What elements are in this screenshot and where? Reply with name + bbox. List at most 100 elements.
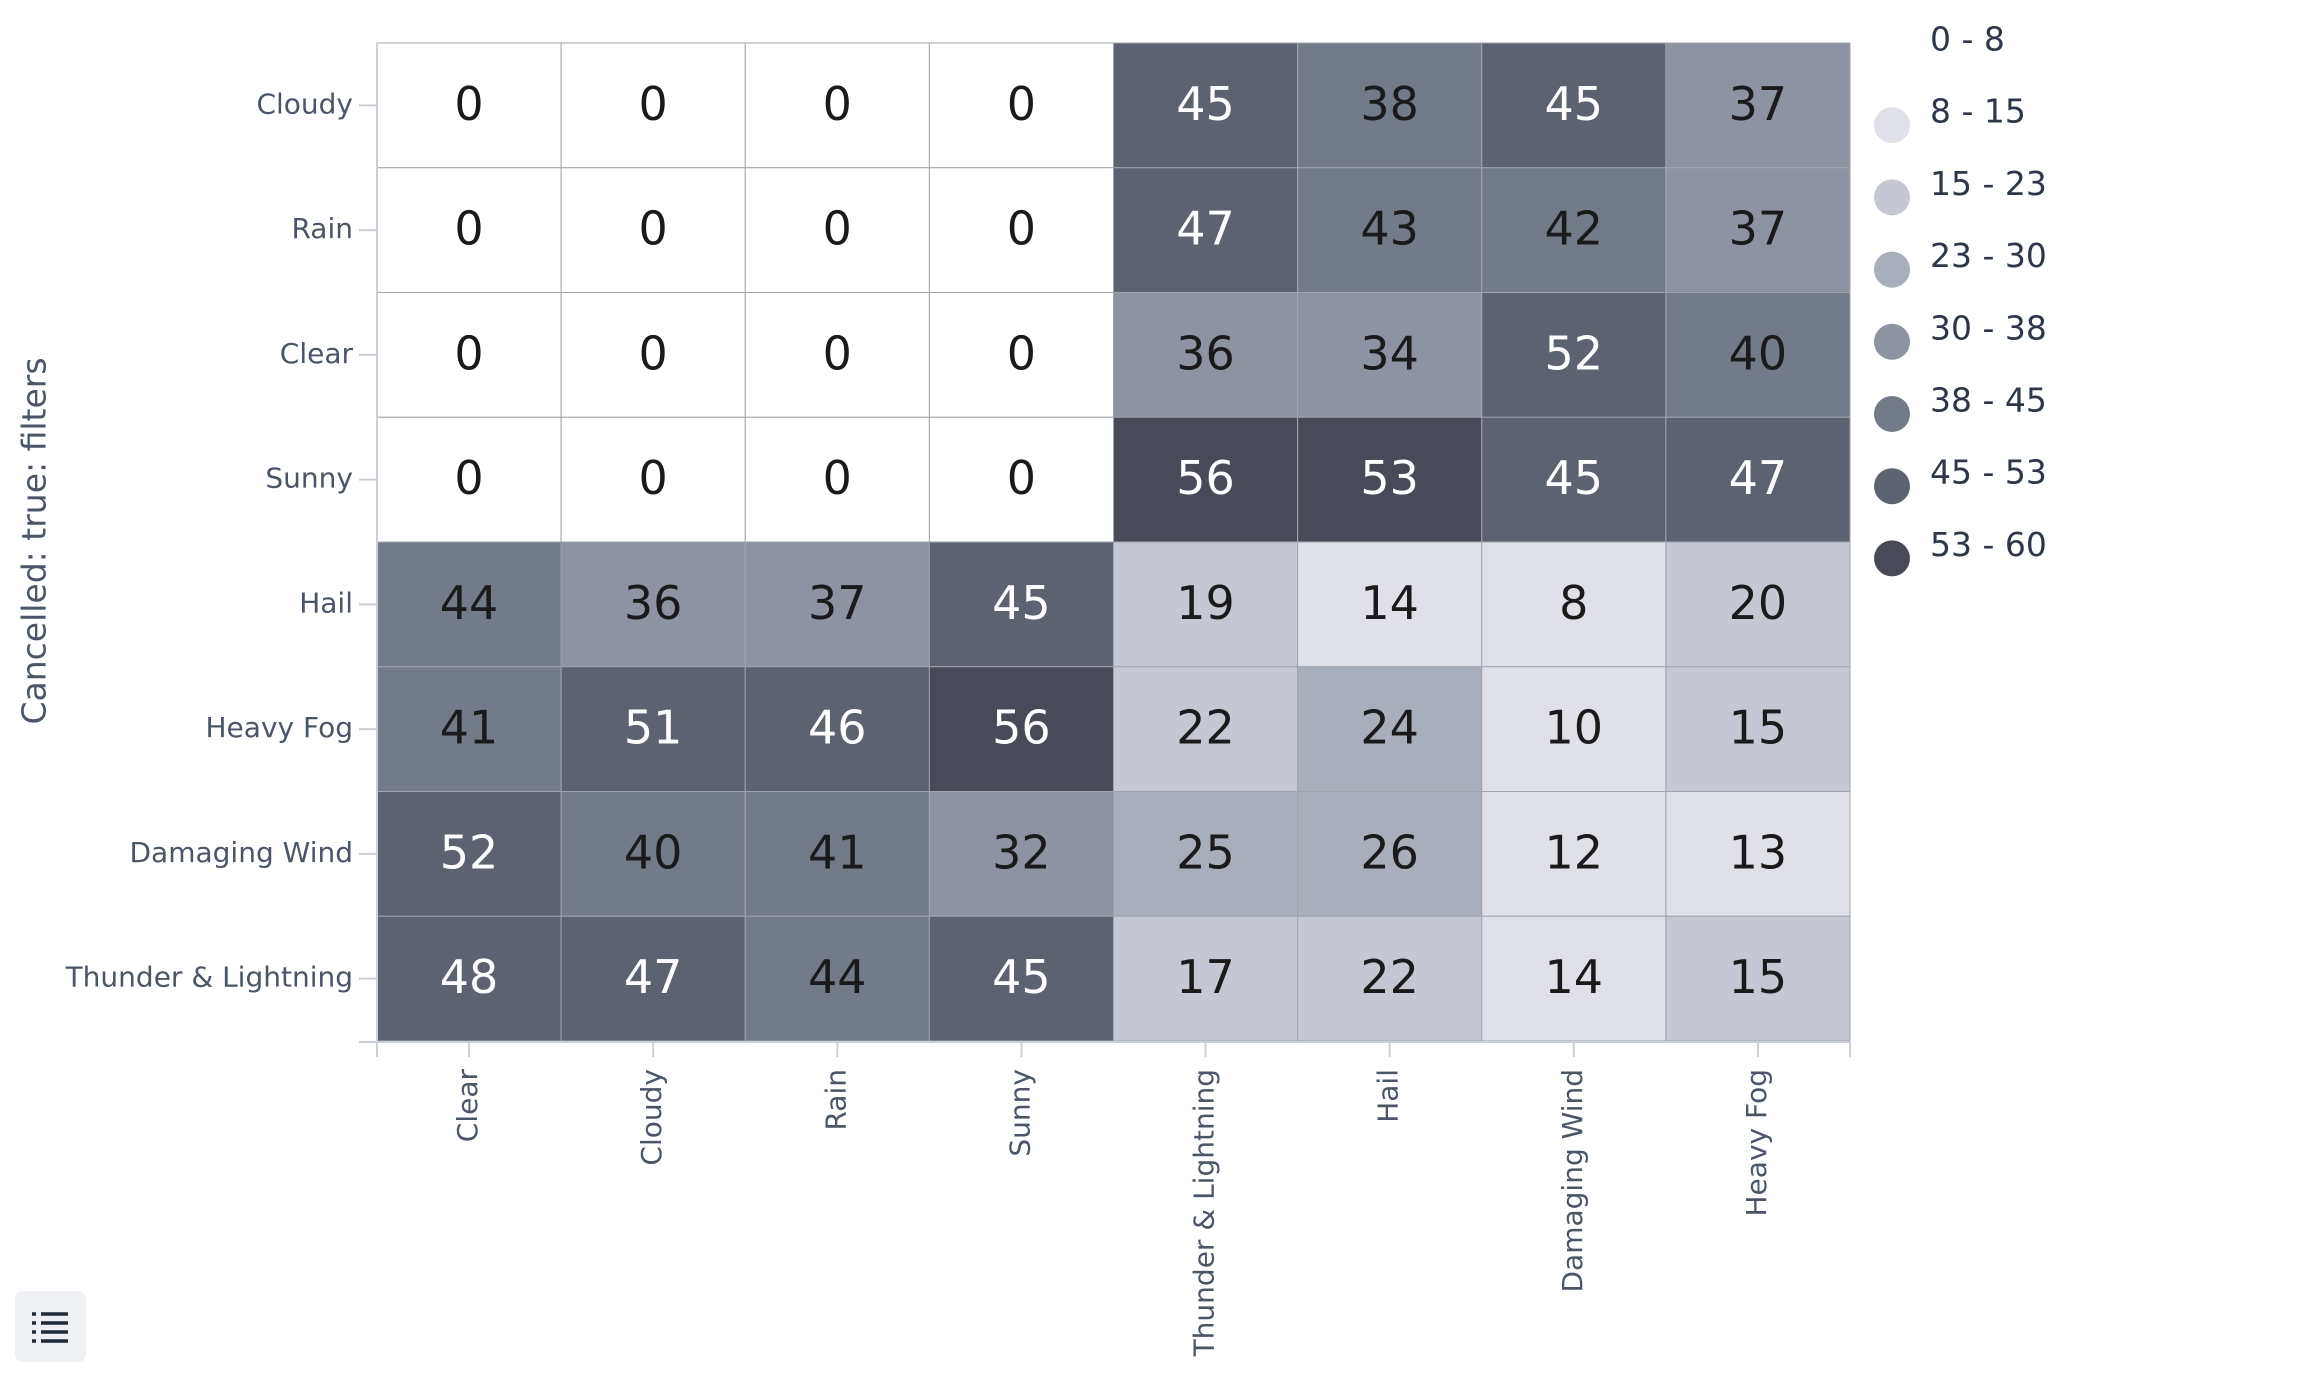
y-tick-label: Heavy Fog [206,711,354,744]
heatmap-cell [744,167,930,293]
cell-label: 0 [639,451,668,505]
heatmap-cell [928,541,1114,668]
y-tick-label: Damaging Wind [130,836,354,869]
legend-swatch [1874,251,1910,288]
heatmap-cell [1297,666,1483,792]
heatmap-cell [928,915,1114,1042]
cell-label: 15 [1729,950,1788,1004]
cell-label: 22 [1176,701,1235,755]
heatmap-cell [1113,791,1299,917]
heatmap-cell [1297,167,1483,293]
heatmap-cell [744,292,930,418]
cell-label: 0 [639,77,668,131]
heatmap-cell [1665,541,1851,668]
cell-label: 36 [1176,326,1235,380]
cell-label: 38 [1360,77,1419,131]
heatmap-cell [1481,42,1667,169]
legend-label: 30 - 38 [1930,308,2047,347]
heatmap-cell [376,292,562,418]
heatmap-cell [560,416,746,543]
legend-label: 15 - 23 [1930,164,2047,203]
heatmap-cell [1665,292,1851,418]
cell-label: 45 [992,576,1051,630]
cell-label: 51 [624,701,683,755]
cell-label: 14 [1545,950,1604,1004]
legend-swatch [1874,540,1910,577]
heatmap-cell [1113,915,1299,1042]
heatmap-cell [1297,915,1483,1042]
cell-label: 0 [1007,326,1036,380]
heatmap-cell [1665,915,1851,1042]
cell-label: 0 [454,451,483,505]
x-tick-label: Heavy Fog [1740,1069,1773,1217]
heatmap-cell [376,416,562,543]
cell-label: 10 [1545,701,1604,755]
x-tick-label: Rain [819,1069,852,1131]
legend-swatch [1874,179,1910,216]
heatmap-cell [1665,666,1851,792]
heatmap-cell [1113,167,1299,293]
heatmap-cell [1113,541,1299,668]
cell-label: 0 [823,326,852,380]
cell-label: 44 [440,576,499,630]
heatmap-cell [560,42,746,169]
heatmap-cell [1665,167,1851,293]
heatmap-cell [560,541,746,668]
heatmap-cell [928,791,1114,917]
legend-label: 45 - 53 [1930,453,2047,492]
legend-label: 53 - 60 [1930,525,2047,564]
x-tick-label: Cloudy [635,1069,668,1166]
heatmap-cell [928,666,1114,792]
y-tick-label: Thunder & Lightning [65,961,353,994]
cell-label: 52 [1545,326,1604,380]
menu-button[interactable] [15,1291,86,1362]
cell-label: 0 [454,77,483,131]
heatmap-cell [1481,167,1667,293]
heatmap-cell [1665,416,1851,543]
heatmap-cell [1113,666,1299,792]
cell-label: 45 [992,950,1051,1004]
cell-label: 0 [823,77,852,131]
heatmap-cell [1481,791,1667,917]
x-tick-label: Damaging Wind [1556,1069,1589,1293]
x-tick-label: Sunny [1003,1069,1036,1157]
cell-label: 45 [1545,451,1604,505]
cell-label: 0 [454,202,483,256]
cell-label: 0 [1007,202,1036,256]
cell-label: 56 [992,701,1051,755]
heatmap-cell [1297,42,1483,169]
heatmap-cell [744,666,930,792]
cell-label: 0 [454,326,483,380]
legend-swatch [1874,468,1910,505]
y-tick-label: Hail [299,586,353,619]
cell-label: 36 [624,576,683,630]
cell-label: 44 [808,950,867,1004]
cell-label: 20 [1729,576,1788,630]
heatmap-cell [1665,791,1851,917]
y-tick-label: Sunny [265,462,353,495]
heatmap-cell [1297,541,1483,668]
cell-label: 45 [1176,77,1235,131]
y-tick-label: Clear [280,337,354,370]
heatmap-cell [928,292,1114,418]
heatmap-cell [1481,666,1667,792]
cell-label: 46 [808,701,867,755]
cell-label: 0 [823,451,852,505]
cell-label: 19 [1176,576,1235,630]
menu-button-bg[interactable] [15,1291,86,1362]
cell-label: 52 [440,825,499,879]
legend-swatch [1874,107,1910,144]
heatmap-cell [376,791,562,917]
menu-icon [32,1312,68,1343]
heatmap-cell [1481,292,1667,418]
cell-label: 47 [1176,202,1235,256]
cell-label: 0 [639,202,668,256]
cell-label: 37 [1729,77,1788,131]
heatmap-cell [928,167,1114,293]
cell-label: 12 [1545,825,1604,879]
x-tick-label: Thunder & Lightning [1188,1069,1221,1357]
heatmap-cell [376,541,562,668]
heatmap-cell [1113,292,1299,418]
cell-label: 48 [440,950,499,1004]
heatmap-cell [560,915,746,1042]
